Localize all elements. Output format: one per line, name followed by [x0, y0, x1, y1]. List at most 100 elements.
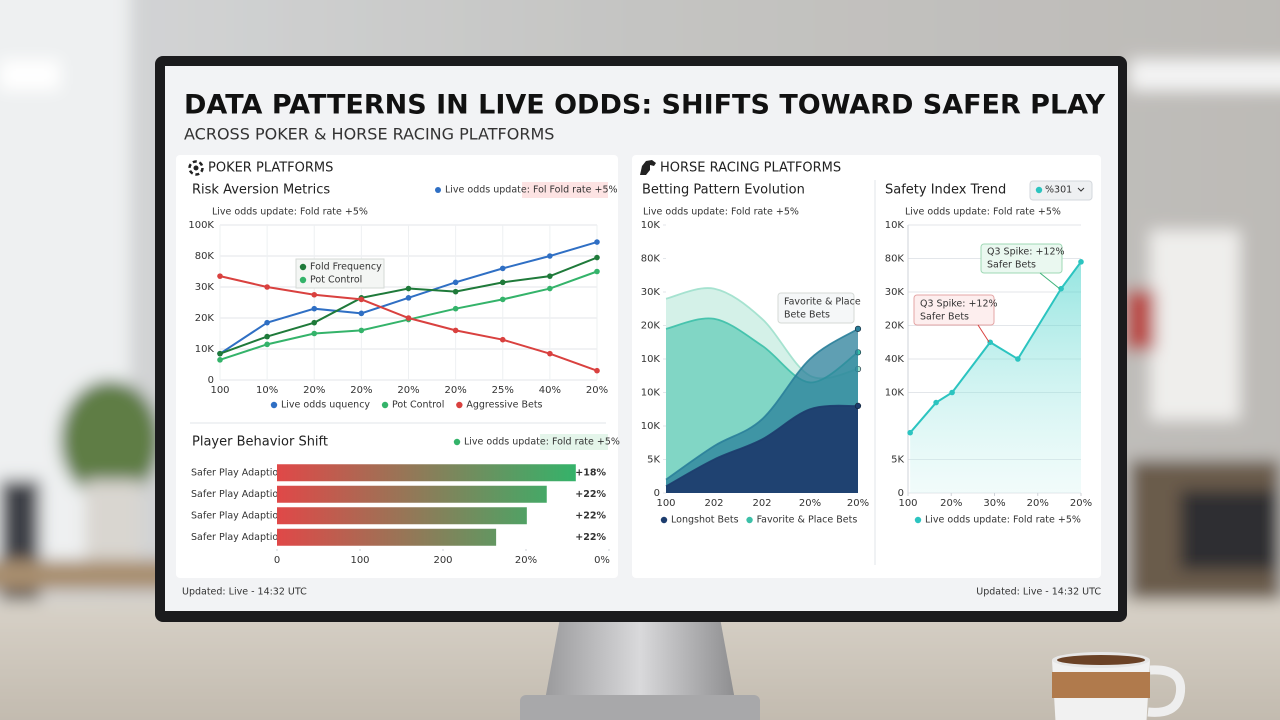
point: [311, 319, 318, 326]
point: [499, 296, 506, 303]
chart-title: Safety Index Trend: [885, 183, 1006, 198]
monitor-stand: [545, 618, 735, 700]
annotation: Live odds update: Fold rate +5%: [643, 207, 799, 218]
point: [264, 284, 270, 290]
annotation: Q3 Spike: +12%: [987, 247, 1065, 258]
x-tick-label: 10%: [256, 385, 278, 396]
legend-dot: [1035, 186, 1043, 194]
legend-dot: [299, 263, 307, 271]
y-tick-label: 100K: [188, 220, 214, 231]
legend-dot: [914, 516, 922, 524]
x-tick-label: 100: [656, 498, 675, 509]
page-title: DATA PATTERNS IN LIVE ODDS: SHIFTS TOWAR…: [184, 90, 1105, 121]
annotation-box: [295, 258, 385, 289]
point: [311, 330, 318, 337]
callout: [1039, 272, 1061, 290]
legend-dot: [299, 276, 307, 284]
y-tick-label: 40K: [885, 354, 905, 365]
x-tick-label: 20%: [350, 385, 372, 396]
bar-note: +22%: [575, 489, 606, 500]
y-tick-label: 80K: [885, 254, 905, 265]
y-tick-label: 0: [208, 375, 214, 386]
point: [311, 305, 318, 312]
bar-note: +18%: [575, 467, 606, 478]
x-tick-label: 0: [274, 555, 280, 566]
dropdown[interactable]: [1029, 180, 1093, 201]
point: [1078, 259, 1084, 265]
y-tick-label: 30K: [641, 287, 661, 298]
x-tick-label: 20%: [1070, 498, 1092, 509]
point: [854, 325, 862, 332]
x-tick-label: 20%: [940, 498, 962, 509]
legend-label: Aggressive Bets: [466, 400, 542, 411]
point: [452, 288, 459, 295]
annotation: Q3 Spike: +12%: [920, 299, 998, 310]
highlight: [522, 182, 608, 198]
chart-title: Player Behavior Shift: [192, 435, 328, 450]
annotation: Safer Bets: [920, 312, 969, 323]
legend-label: Favorite & Place Bets: [757, 515, 858, 526]
line: [665, 404, 859, 488]
annotation: Safer Bets: [987, 260, 1036, 271]
point: [452, 327, 459, 334]
point: [264, 319, 270, 326]
point: [358, 327, 365, 334]
annotation: Bete Bets: [784, 310, 830, 321]
point: [949, 389, 955, 396]
x-tick-label: 200: [433, 555, 452, 566]
dropdown-caret: [1077, 187, 1085, 192]
poker-icon: [188, 160, 204, 176]
x-tick-label: 20%: [445, 385, 467, 396]
bar: [277, 507, 527, 525]
section-title: HORSE RACING PLATFORMS: [660, 161, 841, 176]
point: [452, 279, 459, 286]
annotation: Live odds update: Fold rate +5%: [212, 207, 368, 218]
category-label: Safer Play Adaption: [191, 532, 284, 543]
point: [405, 295, 412, 301]
y-tick-label: 80K: [641, 254, 661, 265]
coffee-cup: [1052, 652, 1186, 720]
category-label: Safer Play Adaption: [191, 467, 284, 478]
section-title: POKER PLATFORMS: [208, 161, 333, 176]
annotation: Pot Control: [310, 275, 362, 286]
point: [499, 265, 506, 272]
point: [358, 310, 365, 317]
annotation-box: [980, 243, 1063, 274]
point: [264, 341, 270, 348]
x-tick-label: 100: [210, 385, 229, 396]
y-tick-label: 10K: [885, 220, 905, 231]
point: [358, 296, 365, 303]
monitor-base: [520, 695, 760, 720]
x-tick-label: 40%: [539, 385, 561, 396]
point: [594, 254, 600, 261]
dropdown-label: %301: [1045, 185, 1072, 196]
area: [910, 261, 1081, 493]
point: [499, 279, 506, 286]
point: [547, 350, 553, 357]
point: [217, 350, 223, 357]
horse-icon: [640, 160, 656, 175]
legend-note: Live odds update: Fol Fold rate +5%: [445, 185, 618, 196]
y-tick-label: 10K: [885, 388, 905, 399]
y-tick-label: 80K: [195, 251, 215, 262]
point: [594, 268, 600, 275]
point: [933, 399, 939, 406]
x-tick-label: 20%: [515, 555, 537, 566]
point: [405, 285, 412, 292]
point: [854, 402, 862, 410]
footer-note: Updated: Live - 14:32 UTC: [182, 587, 307, 598]
legend-dot: [435, 187, 441, 193]
y-tick-label: 30K: [195, 282, 215, 293]
y-tick-label: 30K: [885, 287, 905, 298]
x-tick-label: 20%: [303, 385, 325, 396]
x-tick-label: 0%: [594, 555, 610, 566]
point: [311, 291, 318, 298]
x-tick-label: 20%: [1027, 498, 1049, 509]
legend-dot: [381, 401, 389, 409]
y-tick-label: 10K: [641, 421, 661, 432]
x-tick-label: 20%: [799, 498, 821, 509]
annotation: Favorite & Place: [784, 297, 861, 308]
legend-dot: [660, 516, 668, 524]
legend-note: Live odds update: Fold rate +5%: [925, 515, 1081, 526]
x-tick-label: 20%: [397, 385, 419, 396]
